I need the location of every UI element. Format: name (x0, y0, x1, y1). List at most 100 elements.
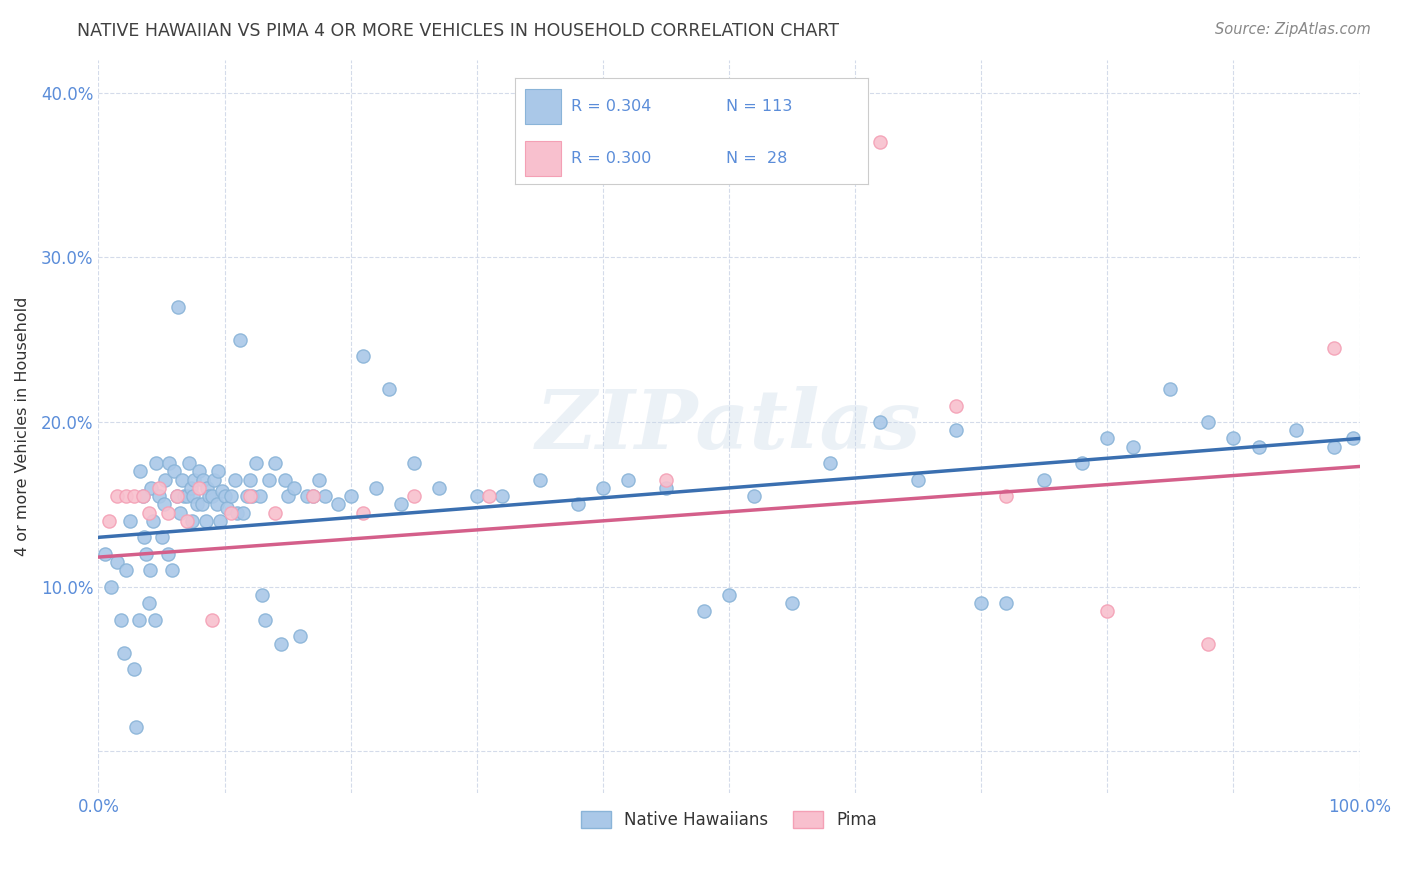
Pima (264, 506, 287, 520)
Native Hawaiians (693, 604, 716, 618)
Native Hawaiians (224, 473, 246, 487)
Native Hawaiians (352, 349, 374, 363)
Native Hawaiians (377, 382, 399, 396)
Native Hawaiians (156, 547, 179, 561)
Native Hawaiians (1222, 432, 1244, 446)
Native Hawaiians (326, 497, 349, 511)
Pima (352, 506, 374, 520)
Native Hawaiians (198, 489, 221, 503)
Native Hawaiians (191, 473, 214, 487)
Native Hawaiians (742, 489, 765, 503)
Native Hawaiians (141, 481, 163, 495)
Pima (1323, 341, 1346, 355)
Native Hawaiians (1071, 456, 1094, 470)
Native Hawaiians (207, 465, 229, 479)
Text: ZIPatlas: ZIPatlas (536, 386, 922, 467)
Native Hawaiians (217, 500, 239, 515)
Native Hawaiians (176, 489, 198, 503)
Native Hawaiians (402, 456, 425, 470)
Pima (239, 489, 262, 503)
Native Hawaiians (201, 489, 224, 503)
Native Hawaiians (145, 456, 167, 470)
Native Hawaiians (135, 547, 157, 561)
Pima (655, 473, 678, 487)
Pima (115, 489, 138, 503)
Native Hawaiians (194, 514, 217, 528)
Native Hawaiians (169, 506, 191, 520)
Pima (188, 481, 211, 495)
Native Hawaiians (173, 489, 195, 503)
Pima (1097, 604, 1119, 618)
Native Hawaiians (995, 596, 1018, 610)
Pima (995, 489, 1018, 503)
Native Hawaiians (283, 481, 305, 495)
Native Hawaiians (945, 423, 967, 437)
Native Hawaiians (274, 473, 297, 487)
Native Hawaiians (208, 514, 231, 528)
Native Hawaiians (717, 588, 740, 602)
Native Hawaiians (1341, 432, 1364, 446)
Native Hawaiians (195, 481, 218, 495)
Pima (105, 489, 128, 503)
Native Hawaiians (118, 514, 141, 528)
Native Hawaiians (219, 489, 242, 503)
Native Hawaiians (1285, 423, 1308, 437)
Native Hawaiians (160, 563, 183, 577)
Native Hawaiians (205, 497, 228, 511)
Native Hawaiians (122, 662, 145, 676)
Native Hawaiians (1033, 473, 1056, 487)
Native Hawaiians (170, 473, 193, 487)
Pima (201, 613, 224, 627)
Native Hawaiians (139, 563, 162, 577)
Native Hawaiians (869, 415, 891, 429)
Text: NATIVE HAWAIIAN VS PIMA 4 OR MORE VEHICLES IN HOUSEHOLD CORRELATION CHART: NATIVE HAWAIIAN VS PIMA 4 OR MORE VEHICL… (77, 22, 839, 40)
Text: Source: ZipAtlas.com: Source: ZipAtlas.com (1215, 22, 1371, 37)
Native Hawaiians (264, 456, 287, 470)
Pima (402, 489, 425, 503)
Native Hawaiians (270, 637, 292, 651)
Native Hawaiians (245, 456, 267, 470)
Native Hawaiians (290, 629, 312, 643)
Native Hawaiians (211, 484, 233, 499)
Native Hawaiians (179, 456, 201, 470)
Native Hawaiians (314, 489, 336, 503)
Native Hawaiians (1097, 432, 1119, 446)
Native Hawaiians (252, 588, 274, 602)
Native Hawaiians (970, 596, 993, 610)
Pima (945, 399, 967, 413)
Native Hawaiians (150, 530, 173, 544)
Native Hawaiians (214, 489, 236, 503)
Native Hawaiians (188, 465, 211, 479)
Native Hawaiians (617, 473, 640, 487)
Native Hawaiians (491, 489, 513, 503)
Native Hawaiians (655, 481, 678, 495)
Native Hawaiians (112, 646, 135, 660)
Native Hawaiians (277, 489, 299, 503)
Native Hawaiians (427, 481, 450, 495)
Pima (478, 489, 501, 503)
Native Hawaiians (295, 489, 318, 503)
Native Hawaiians (142, 514, 165, 528)
Pima (131, 489, 153, 503)
Pima (97, 514, 120, 528)
Native Hawaiians (148, 489, 170, 503)
Native Hawaiians (204, 473, 226, 487)
Native Hawaiians (567, 497, 589, 511)
Native Hawaiians (364, 481, 387, 495)
Pima (122, 489, 145, 503)
Native Hawaiians (389, 497, 412, 511)
Native Hawaiians (166, 489, 188, 503)
Native Hawaiians (465, 489, 488, 503)
Native Hawaiians (191, 497, 214, 511)
Native Hawaiians (153, 497, 176, 511)
Native Hawaiians (1247, 440, 1270, 454)
Native Hawaiians (157, 456, 180, 470)
Native Hawaiians (180, 514, 202, 528)
Pima (166, 489, 188, 503)
Native Hawaiians (183, 473, 205, 487)
Native Hawaiians (239, 473, 262, 487)
Native Hawaiians (249, 489, 271, 503)
Native Hawaiians (592, 481, 614, 495)
Native Hawaiians (1121, 440, 1143, 454)
Native Hawaiians (167, 300, 190, 314)
